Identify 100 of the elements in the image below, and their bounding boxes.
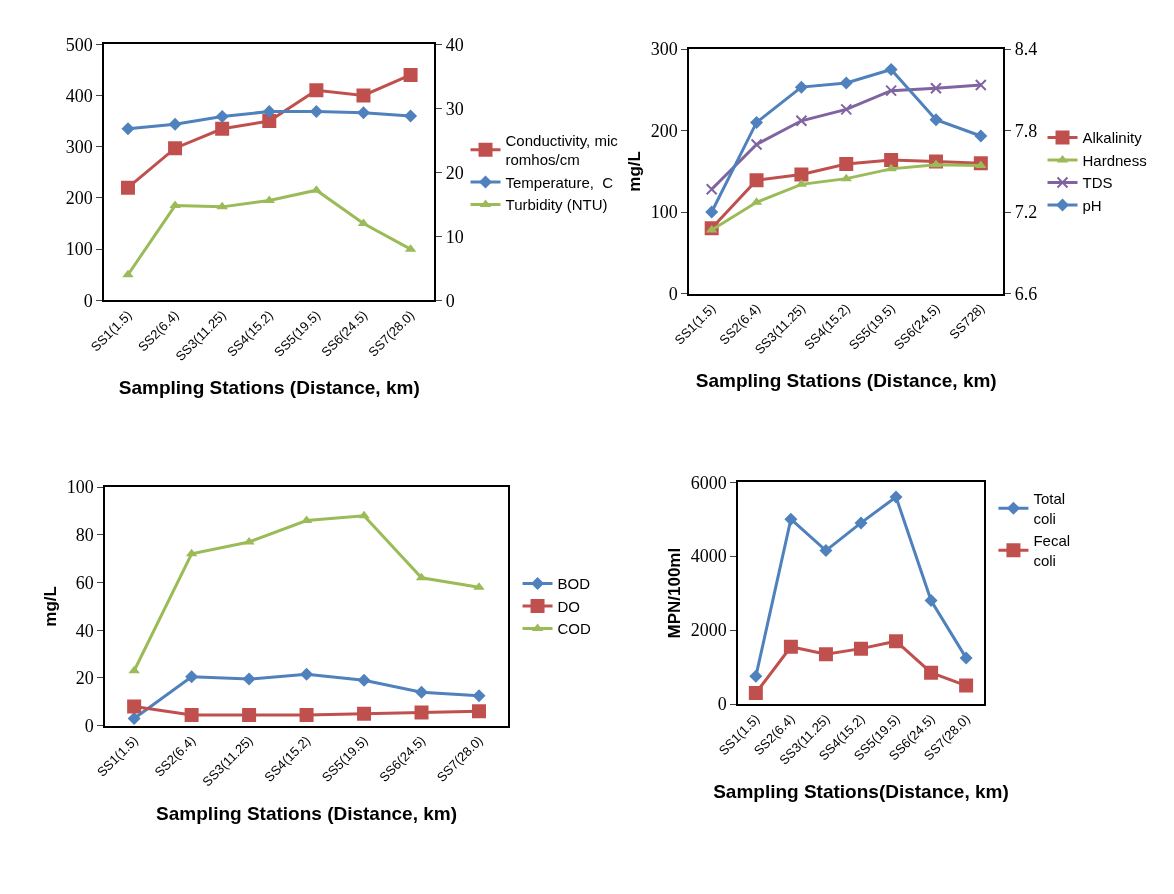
point: [783, 639, 798, 654]
y-tick-label: 500: [65, 34, 93, 55]
y-axis-title: MPN/100ml: [664, 547, 684, 639]
point: [974, 129, 988, 143]
point: [705, 205, 719, 219]
point: [795, 114, 808, 127]
point: [929, 113, 943, 127]
y2-tick-label: 7.8: [1014, 120, 1038, 141]
point: [215, 110, 229, 124]
point: [122, 269, 134, 278]
point: [403, 67, 418, 82]
y-tick-label: 100: [650, 202, 678, 223]
y-axis-title: mg/L: [624, 151, 644, 192]
y-tick-label: 0: [717, 694, 727, 715]
x-axis-title: Sampling Stations (Distance, km): [695, 370, 997, 392]
point: [749, 669, 763, 683]
point: [127, 711, 141, 725]
point: [309, 83, 324, 98]
y-tick-label: 60: [75, 572, 94, 593]
point: [356, 106, 370, 120]
legend-label: Turbidity (NTU): [505, 196, 608, 214]
y-tick-label: 300: [650, 39, 678, 60]
point: [299, 707, 314, 722]
point: [749, 173, 764, 188]
legend-label: BOD: [557, 575, 591, 593]
legend-label: TDS: [1082, 174, 1113, 192]
legend-label: Temperature, C: [505, 173, 614, 191]
point: [357, 706, 372, 721]
point: [885, 84, 898, 97]
legend-label: Hardness: [1082, 151, 1147, 169]
legend-label: Alkalinity: [1082, 129, 1143, 147]
point: [975, 160, 987, 169]
point: [840, 103, 853, 116]
point: [748, 686, 763, 701]
point: [300, 667, 314, 681]
point: [356, 88, 371, 103]
point: [889, 634, 904, 649]
y-tick-label: 0: [84, 715, 94, 736]
y2-tick-label: 8.4: [1014, 39, 1038, 60]
point: [242, 672, 256, 686]
point: [215, 121, 230, 136]
y-tick-label: 4000: [690, 546, 727, 567]
y-tick-label: 100: [65, 239, 93, 260]
point: [127, 699, 142, 714]
point: [184, 707, 199, 722]
point: [929, 82, 942, 95]
point: [357, 673, 371, 687]
point: [358, 510, 370, 519]
y-tick-label: 2000: [690, 620, 727, 641]
x-axis-title: Sampling Stations (Distance, km): [118, 377, 420, 399]
point: [924, 594, 938, 608]
point: [750, 138, 763, 151]
y2-tick-label: 0: [445, 290, 455, 311]
point: [120, 180, 135, 195]
point: [839, 76, 853, 90]
y2-tick-label: 7.2: [1014, 202, 1038, 223]
y2-tick-label: 6.6: [1014, 283, 1038, 304]
y-tick-label: 200: [65, 188, 93, 209]
point: [819, 544, 833, 558]
point: [185, 670, 199, 684]
y-tick-label: 0: [668, 283, 678, 304]
y-tick-label: 0: [83, 290, 93, 311]
y2-tick-label: 20: [445, 162, 464, 183]
point: [974, 78, 987, 91]
point: [404, 109, 418, 123]
y-tick-label: 40: [75, 620, 94, 641]
x-axis-title: Sampling Stations(Distance, km): [713, 781, 1009, 803]
point: [121, 122, 135, 136]
legend-label: Fecal coli: [1033, 532, 1071, 569]
point: [784, 512, 798, 526]
y-tick-label: 6000: [690, 472, 727, 493]
point: [242, 707, 257, 722]
y2-tick-label: 40: [445, 34, 464, 55]
point: [414, 705, 429, 720]
y-tick-label: 300: [65, 136, 93, 157]
point: [168, 117, 182, 131]
point: [169, 200, 181, 209]
legend-label: COD: [557, 620, 592, 638]
y-axis-title: mg/L: [40, 586, 60, 627]
point: [750, 115, 764, 129]
legend-label: DO: [557, 597, 581, 615]
point: [853, 641, 868, 656]
point: [930, 159, 942, 168]
point: [472, 689, 486, 703]
point: [924, 665, 939, 680]
y2-tick-label: 30: [445, 98, 464, 119]
point: [794, 167, 809, 182]
point: [262, 114, 277, 129]
y-tick-label: 80: [75, 525, 94, 546]
legend-label: Total coli: [1033, 490, 1066, 527]
point: [262, 104, 276, 118]
point: [889, 490, 903, 504]
point: [415, 685, 429, 699]
legend-label: Conductivity, mic romhos/cm: [505, 131, 619, 169]
point: [818, 647, 833, 662]
point: [471, 704, 486, 719]
x-axis-title: Sampling Stations (Distance, km): [156, 802, 458, 824]
y-tick-label: 20: [75, 668, 94, 689]
point: [854, 516, 868, 530]
point: [794, 80, 808, 94]
